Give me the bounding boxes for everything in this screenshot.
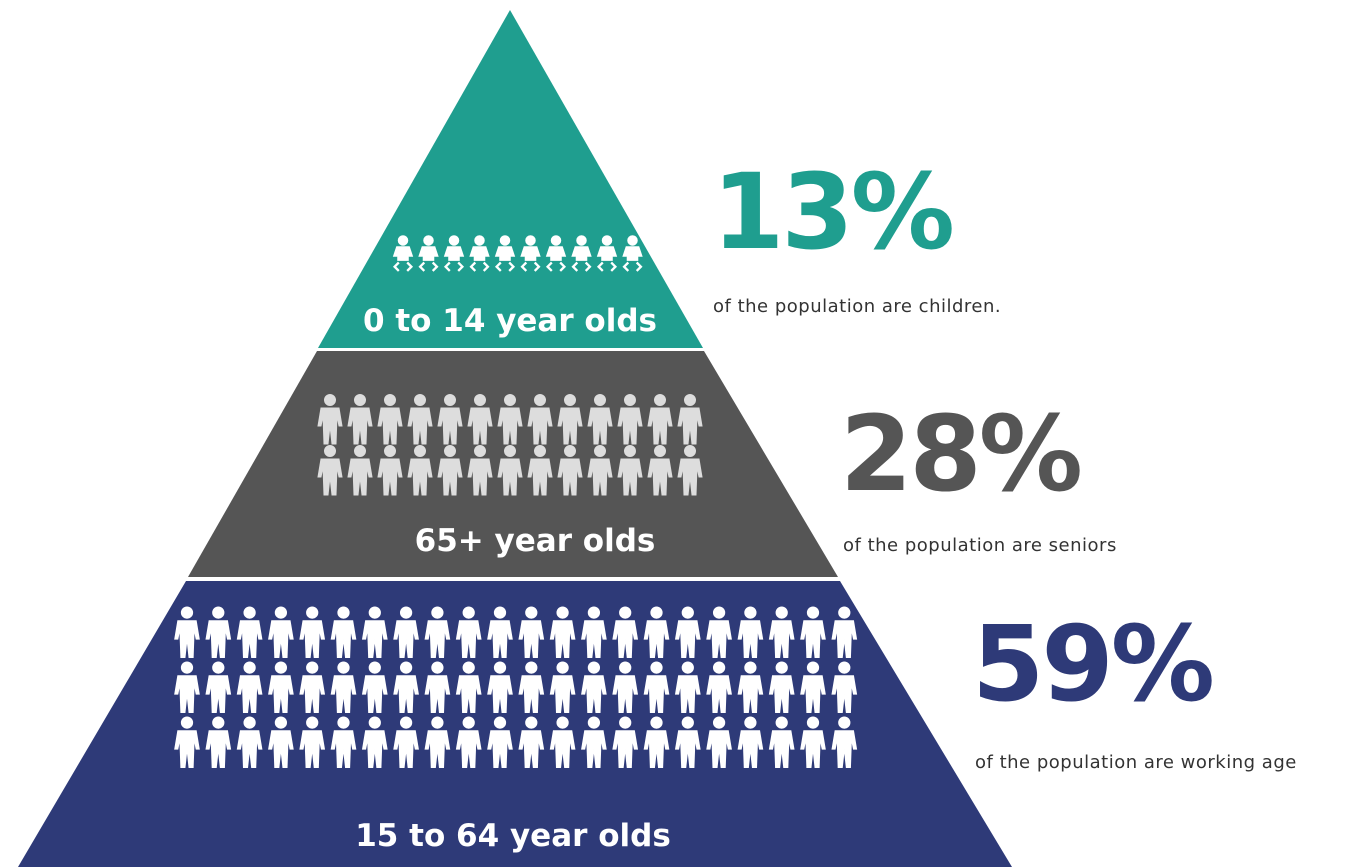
percent: 28% (840, 393, 1080, 515)
caption: of the population are seniors (843, 535, 1117, 556)
tier-label: 15 to 64 year olds (355, 818, 671, 854)
caption: of the population are children. (713, 296, 1001, 317)
tier-top (318, 10, 703, 348)
caption: of the population are working age (975, 752, 1297, 773)
tier-bottom (18, 581, 1012, 867)
tier-label: 65+ year olds (415, 523, 656, 559)
percent: 59% (972, 603, 1212, 725)
tier-label: 0 to 14 year olds (363, 303, 657, 339)
percent: 13% (712, 151, 952, 273)
